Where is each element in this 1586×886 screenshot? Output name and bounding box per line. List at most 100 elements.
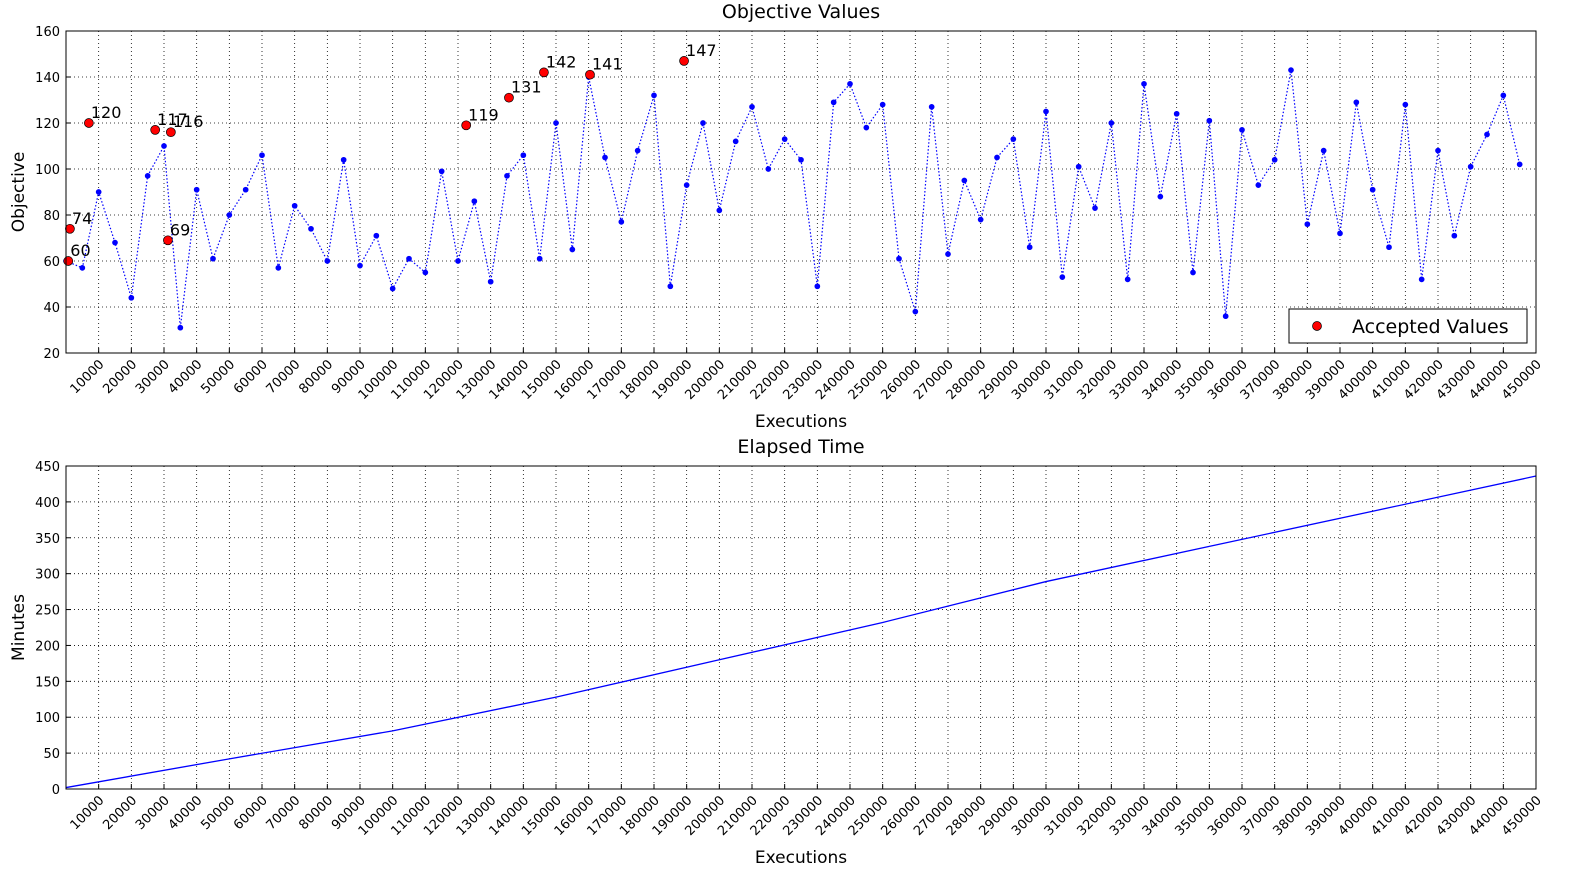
data-point (324, 258, 331, 264)
data-point (1320, 147, 1327, 154)
data-label: 120 (91, 103, 122, 122)
data-point (1173, 110, 1180, 117)
data-point (1222, 313, 1229, 320)
data-point (275, 265, 282, 271)
plot-frame (65, 465, 1537, 790)
y-tick-label: 150 (35, 675, 60, 690)
data-point (1239, 127, 1245, 133)
data-point (814, 283, 821, 290)
data-point (438, 168, 445, 175)
x-tick-label: 20000 (100, 357, 140, 397)
data-point (373, 232, 380, 239)
data-point (177, 324, 184, 331)
x-tick-label: 10000 (68, 793, 108, 833)
y-tick-label: 40 (43, 301, 60, 316)
data-point (679, 56, 689, 66)
data-point (1288, 67, 1294, 73)
data-point (1451, 232, 1458, 239)
data-point (553, 120, 559, 126)
data-point (259, 152, 265, 159)
x-tick-label: 50000 (198, 793, 238, 833)
y-axis-label: Objective (9, 152, 29, 233)
data-point (1467, 163, 1474, 170)
x-tick-label: 20000 (100, 793, 140, 833)
data-point (1043, 108, 1049, 115)
data-point (879, 101, 886, 108)
x-tick-label: 70000 (264, 357, 304, 397)
data-point (961, 177, 968, 184)
data-point (210, 255, 216, 262)
data-point (79, 265, 86, 271)
x-tick-label: 60000 (231, 793, 271, 833)
y-tick-label: 0 (52, 783, 60, 798)
y-tick-label: 300 (35, 568, 60, 583)
x-tick-label: 30000 (133, 357, 173, 397)
data-label: 141 (592, 55, 623, 74)
x-tick-label: 50000 (198, 357, 238, 397)
data-point (539, 67, 549, 78)
y-tick-label: 350 (35, 532, 60, 547)
data-point (1190, 269, 1196, 276)
data-point (1108, 120, 1115, 126)
data-label: 74 (72, 209, 92, 228)
data-point (847, 81, 853, 87)
data-point (150, 125, 161, 135)
data-label: 119 (468, 105, 499, 124)
data-label: 117 (157, 110, 188, 129)
x-tick-label: 40000 (166, 357, 206, 397)
data-point (634, 147, 641, 154)
x-tick-label: 10000 (68, 357, 108, 397)
data-point (1484, 131, 1490, 138)
legend-marker (1312, 321, 1322, 331)
series-line (65, 69, 1521, 328)
data-point (700, 120, 706, 126)
plot-frame (65, 30, 1537, 354)
data-point (1010, 136, 1017, 142)
x-axis-label: Executions (755, 412, 847, 432)
data-point (945, 251, 951, 257)
data-point (830, 99, 837, 106)
data-point (716, 207, 723, 214)
data-point (1157, 193, 1164, 200)
y-tick-label: 200 (35, 639, 60, 654)
x-tick-label: 80000 (296, 357, 336, 397)
data-point (340, 156, 347, 163)
legend-box (1288, 308, 1528, 344)
y-tick-label: 160 (35, 25, 60, 40)
data-point (1255, 182, 1262, 188)
data-point (144, 173, 151, 179)
x-tick-label: 60000 (231, 357, 271, 397)
data-label: 69 (170, 220, 190, 239)
x-tick-label: 30000 (133, 793, 173, 833)
data-point (1092, 205, 1098, 211)
data-point (520, 152, 527, 159)
data-point (1059, 274, 1066, 280)
x-tick-label: 80000 (296, 793, 336, 833)
y-tick-label: 250 (35, 604, 60, 619)
data-point (683, 182, 690, 188)
chart-title: Objective Values (722, 1, 880, 23)
data-label: 147 (686, 41, 717, 60)
y-tick-label: 120 (35, 117, 60, 132)
series-line (65, 475, 1537, 789)
data-point (896, 255, 902, 262)
chart-title: Elapsed Time (737, 436, 864, 458)
data-point (1304, 221, 1311, 228)
data-point (242, 186, 249, 193)
data-point (1271, 156, 1278, 163)
data-point (798, 156, 804, 163)
y-tick-label: 100 (35, 711, 60, 726)
y-tick-label: 60 (43, 255, 60, 270)
data-point (1337, 230, 1343, 237)
data-point (536, 255, 543, 262)
y-tick-label: 100 (35, 163, 60, 178)
x-tick-label: 40000 (166, 793, 206, 833)
data-point (912, 308, 919, 315)
data-point (667, 283, 674, 290)
data-point (422, 269, 429, 276)
y-tick-label: 400 (35, 496, 60, 511)
data-point (781, 136, 788, 142)
data-point (1075, 163, 1082, 170)
data-point (1353, 99, 1360, 106)
